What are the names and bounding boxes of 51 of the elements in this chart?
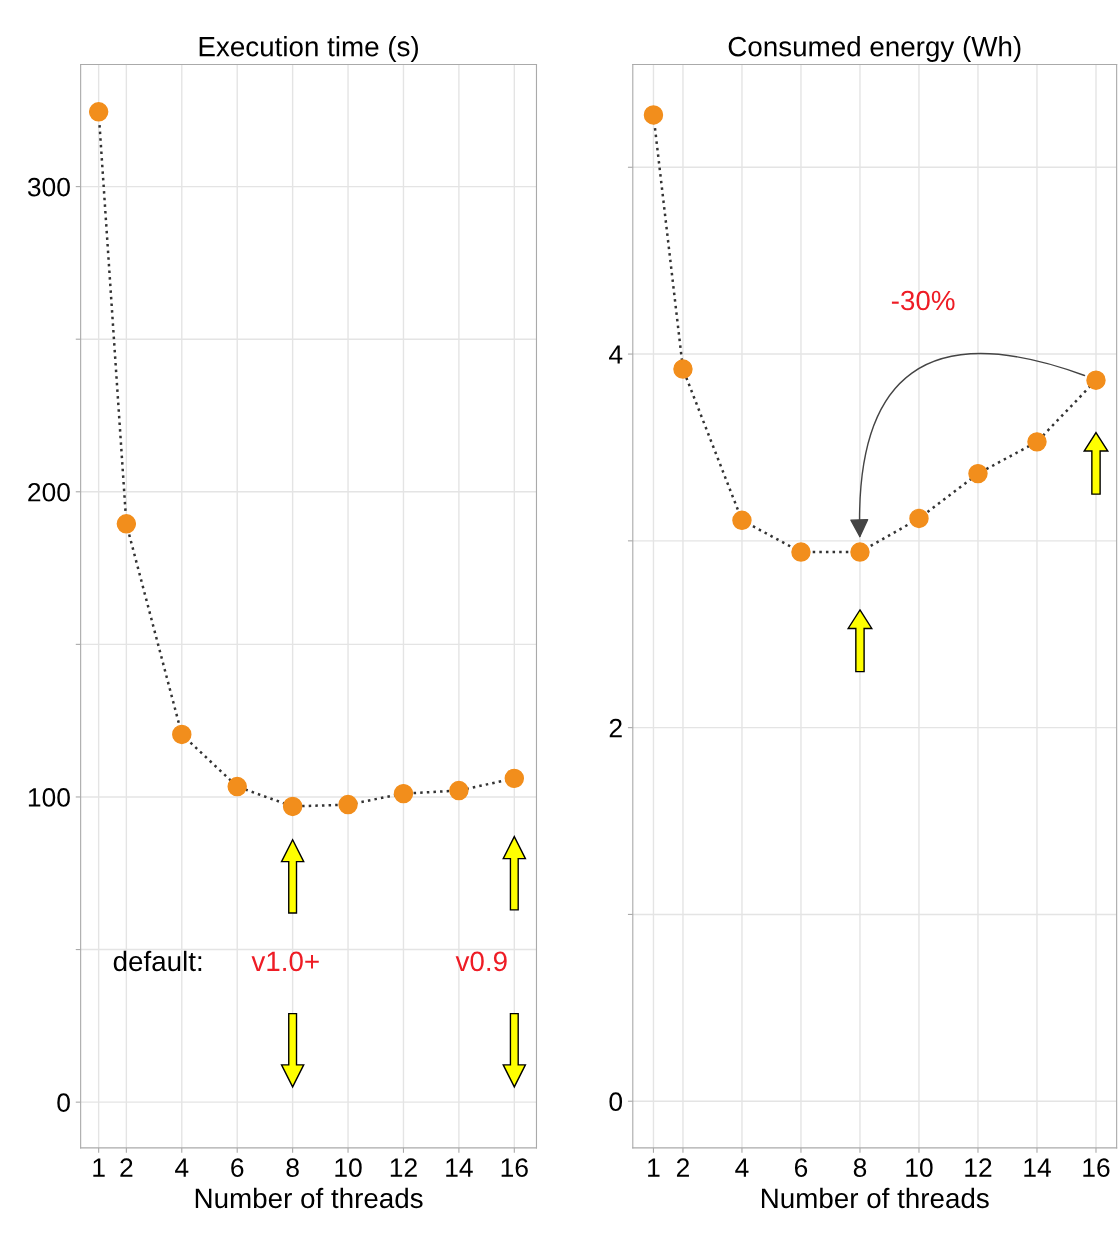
chart-title: Execution time (s): [199, 36, 418, 62]
point: [172, 724, 192, 745]
point: [1086, 370, 1106, 390]
y-tick-label: 0: [57, 1093, 70, 1112]
x-tick-label: 12: [390, 1158, 417, 1177]
x-tick-label: 1: [648, 1158, 660, 1177]
annotation: v1.0+: [251, 951, 319, 972]
x-tick-label: 1: [93, 1158, 105, 1177]
point: [504, 768, 525, 789]
y-tick-label: 0: [609, 1092, 623, 1112]
x-tick-label: 6: [794, 1158, 808, 1178]
point: [909, 508, 929, 529]
point: [1027, 432, 1047, 452]
x-axis-title: Number of threads: [761, 1187, 989, 1209]
x-tick-label: 10: [335, 1158, 362, 1178]
x-tick-label: 4: [735, 1158, 749, 1177]
x-tick-label: 12: [965, 1158, 992, 1177]
chart-title: Consumed energy (Wh): [728, 36, 1021, 62]
annotation: v0.9: [455, 951, 507, 972]
x-tick-label: 4: [175, 1158, 189, 1177]
x-tick-label: 8: [286, 1158, 299, 1178]
x-tick-label: 6: [231, 1158, 244, 1178]
x-tick-label: 14: [446, 1158, 473, 1177]
point: [393, 783, 414, 804]
point: [338, 794, 358, 815]
point: [850, 542, 870, 562]
x-tick-label: 10: [906, 1158, 933, 1178]
point: [116, 514, 137, 534]
point: [643, 105, 664, 125]
annotation: default:: [113, 950, 202, 972]
x-tick-label: 16: [501, 1158, 528, 1178]
point: [282, 796, 303, 817]
x-tick-label: 2: [120, 1158, 133, 1177]
point: [968, 463, 988, 484]
point: [791, 542, 811, 562]
y-tick-label: 300: [27, 177, 70, 197]
x-tick-label: 2: [676, 1158, 689, 1177]
y-tick-label: 4: [609, 345, 623, 364]
point: [673, 359, 693, 379]
point: [732, 510, 752, 531]
y-tick-label: 2: [609, 718, 622, 738]
x-tick-label: 14: [1024, 1158, 1051, 1177]
x-axis-title: Number of threads: [195, 1187, 423, 1209]
x-tick-label: 8: [853, 1158, 867, 1178]
x-tick-label: 16: [1083, 1158, 1110, 1178]
annotation: -30%: [891, 290, 955, 311]
point: [227, 776, 247, 797]
y-tick-label: 100: [28, 788, 70, 807]
y-tick-label: 200: [28, 482, 70, 502]
point: [88, 102, 109, 122]
point: [449, 780, 469, 801]
